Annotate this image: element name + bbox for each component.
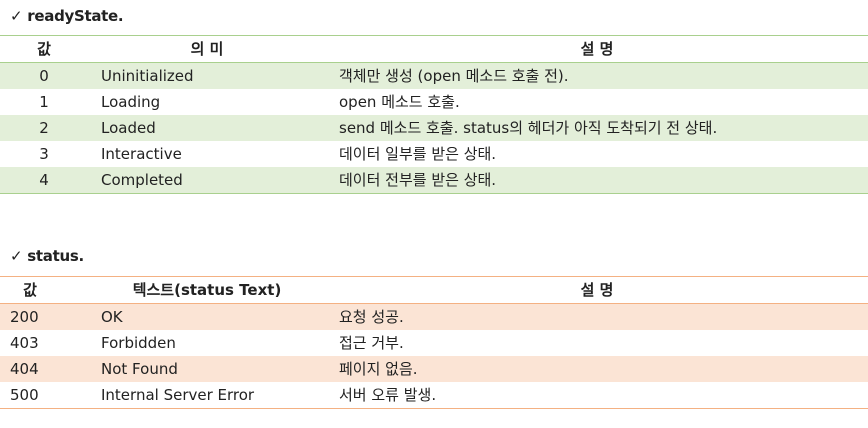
status-section-title: ✓ status.: [10, 245, 84, 267]
status-header-text: 텍스트(status Text): [132, 281, 282, 299]
readystate-meaning: Uninitialized: [101, 67, 194, 85]
readystate-value: 0: [39, 67, 49, 85]
readystate-section-title: ✓ readyState.: [10, 5, 124, 27]
status-code: 500: [10, 386, 39, 404]
readystate-meaning: Interactive: [101, 145, 182, 163]
readystate-description: 객체만 생성 (open 메소드 호출 전).: [339, 67, 569, 85]
readystate-description: 데이터 전부를 받은 상태.: [339, 171, 497, 189]
status-description: 접근 거부.: [339, 334, 404, 352]
status-code: 200: [10, 308, 39, 326]
readystate-value: 3: [39, 145, 49, 163]
table-row: 4 Completed 데이터 전부를 받은 상태.: [0, 167, 868, 193]
status-code: 404: [10, 360, 39, 378]
readystate-header-row: 값 의 미 설 명: [0, 36, 868, 63]
readystate-header-description: 설 명: [580, 40, 614, 58]
table-row: 404 Not Found 페이지 없음.: [0, 356, 868, 382]
readystate-header-value: 값: [37, 40, 51, 58]
status-text: OK: [101, 308, 123, 326]
table-row: 500 Internal Server Error 서버 오류 발생.: [0, 382, 868, 408]
readystate-value: 1: [39, 93, 49, 111]
readystate-title-text: readyState.: [27, 7, 124, 25]
status-code: 403: [10, 334, 39, 352]
readystate-table: 값 의 미 설 명 0 Uninitialized 객체만 생성 (open 메…: [0, 35, 868, 194]
checkmark-icon: ✓: [10, 247, 23, 265]
status-text: Not Found: [101, 360, 178, 378]
readystate-header-meaning: 의 미: [190, 40, 224, 58]
table-row: 200 OK 요청 성공.: [0, 304, 868, 330]
readystate-meaning: Completed: [101, 171, 183, 189]
checkmark-icon: ✓: [10, 7, 23, 25]
status-header-value: 값: [23, 281, 37, 299]
readystate-description: open 메소드 호출.: [339, 93, 460, 111]
status-text: Internal Server Error: [101, 386, 255, 404]
table-row: 403 Forbidden 접근 거부.: [0, 330, 868, 356]
status-table: 값 텍스트(status Text) 설 명 200 OK 요청 성공. 403…: [0, 276, 868, 409]
readystate-description: send 메소드 호출. status의 헤더가 아직 도착되기 전 상태.: [339, 119, 718, 137]
readystate-meaning: Loaded: [101, 119, 156, 137]
status-description: 서버 오류 발생.: [339, 386, 437, 404]
status-text: Forbidden: [101, 334, 176, 352]
readystate-description: 데이터 일부를 받은 상태.: [339, 145, 497, 163]
status-header-row: 값 텍스트(status Text) 설 명: [0, 277, 868, 304]
readystate-meaning: Loading: [101, 93, 161, 111]
table-row: 0 Uninitialized 객체만 생성 (open 메소드 호출 전).: [0, 63, 868, 89]
status-title-text: status.: [27, 247, 84, 265]
status-description: 페이지 없음.: [339, 360, 418, 378]
table-row: 3 Interactive 데이터 일부를 받은 상태.: [0, 141, 868, 167]
status-description: 요청 성공.: [339, 308, 404, 326]
readystate-value: 4: [39, 171, 49, 189]
status-header-description: 설 명: [580, 281, 614, 299]
table-row: 2 Loaded send 메소드 호출. status의 헤더가 아직 도착되…: [0, 115, 868, 141]
readystate-value: 2: [39, 119, 49, 137]
table-row: 1 Loading open 메소드 호출.: [0, 89, 868, 115]
